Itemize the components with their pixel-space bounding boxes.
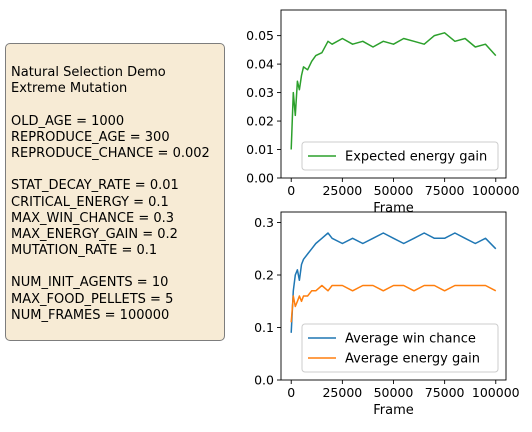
x-tick-label: 0	[287, 385, 295, 400]
y-tick-label: 0.0	[254, 373, 274, 388]
legend-label: Average win chance	[345, 332, 476, 347]
x-axis-label: Frame	[373, 403, 414, 418]
y-tick-label: 0.3	[254, 215, 274, 230]
x-tick-label: 75000	[425, 385, 465, 400]
x-tick-label: 100000	[472, 385, 520, 400]
x-tick-label: 25000	[322, 385, 362, 400]
y-tick-label: 0.2	[254, 268, 274, 283]
y-tick-label: 0.1	[254, 320, 274, 335]
x-tick-label: 50000	[374, 385, 414, 400]
legend-label: Average energy gain	[345, 352, 480, 367]
